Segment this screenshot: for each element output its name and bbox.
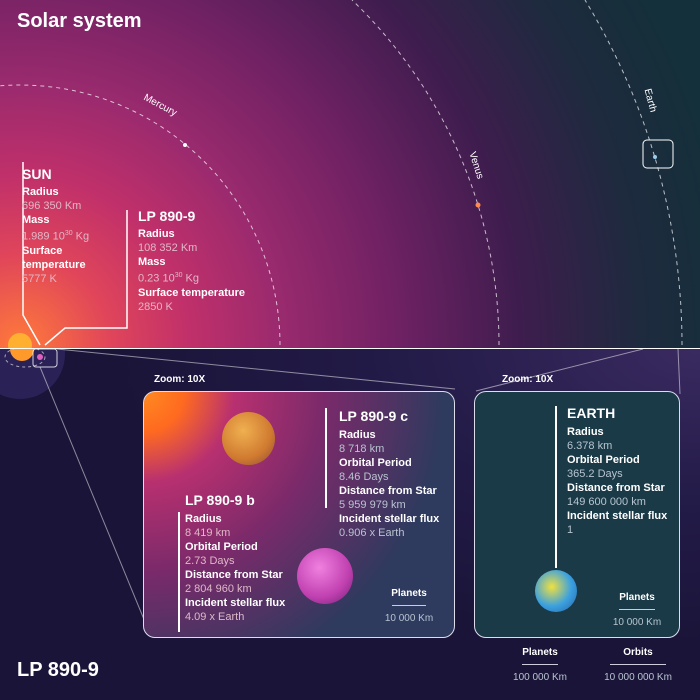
label: Orbital Period <box>339 457 412 469</box>
value: 10 000 Km <box>612 617 662 628</box>
label: Planets <box>619 592 655 603</box>
label: Orbital Period <box>185 541 258 553</box>
pointer-line <box>325 408 327 508</box>
scale-orbits: Orbits 10 000 000 Km <box>598 647 678 685</box>
zoom-guide-line <box>56 349 456 390</box>
venus-planet <box>475 202 481 208</box>
star-zoom-box <box>32 349 58 368</box>
earth-icon <box>535 570 577 612</box>
pointer-line <box>44 210 128 346</box>
scale-right: Planets 10 000 Km <box>609 592 665 630</box>
star-glow <box>0 349 65 399</box>
orbit-lines <box>0 0 683 349</box>
label: Incident stellar flux <box>185 597 286 609</box>
star-orbit <box>4 349 46 368</box>
earth-zoom-box <box>642 139 674 169</box>
planet-c-icon <box>297 548 353 604</box>
scale-bar <box>392 605 426 606</box>
pointer-line <box>555 406 557 568</box>
value: 100 000 Km <box>513 672 567 683</box>
sun-name: SUN <box>22 166 52 182</box>
planet-c-info: LP 890-9 c Radius 8 718 km Orbital Perio… <box>339 408 439 540</box>
mercury-planet <box>183 143 187 147</box>
star-mass: 0.23 1030 Kg <box>138 272 200 285</box>
value: 10 000 Km <box>384 613 434 624</box>
star-name: LP 890-9 <box>138 208 196 224</box>
earth-name: EARTH <box>567 405 616 421</box>
label: temperature <box>22 258 86 271</box>
label: Distance from Star <box>185 569 283 581</box>
value: 5 959 979 km <box>339 499 406 511</box>
value: 10 000 000 Km <box>604 672 672 683</box>
value: 2.73 Days <box>185 555 235 567</box>
planet-b-icon <box>222 412 275 465</box>
earth-orbit <box>584 0 683 346</box>
zoom-guides <box>0 349 681 635</box>
sun-icon <box>8 333 32 349</box>
value: 1 <box>567 524 574 536</box>
sun-info: SUN Radius 696 350 Km Mass 1.989 1030 Kg… <box>22 166 89 286</box>
zoom-guide-line <box>475 349 644 392</box>
page-title: Solar system <box>17 10 142 32</box>
label: Orbits <box>623 647 653 658</box>
value: 8 718 km <box>339 443 385 455</box>
planet-b-name: LP 890-9 b <box>185 492 255 508</box>
label: Radius <box>185 513 222 525</box>
label: Incident stellar flux <box>567 510 668 522</box>
earth-info: EARTH Radius 6.378 km Orbital Period 365… <box>567 405 667 537</box>
zoom-guide-line <box>39 366 151 635</box>
sun-radius: 696 350 Km <box>22 200 82 212</box>
earth-zoom-panel: EARTH Radius 6.378 km Orbital Period 365… <box>474 391 680 638</box>
label: Mass <box>138 256 166 268</box>
scale-bar <box>522 664 558 665</box>
system-title: LP 890-9 <box>17 659 99 681</box>
label: Orbital Period <box>567 454 640 466</box>
solar-system-section: Solar system Mercury Venus Earth SUN Rad… <box>0 0 700 349</box>
pointer-line <box>22 162 41 346</box>
planet-dot <box>37 354 43 360</box>
section-divider <box>0 348 700 349</box>
value: 149 600 000 km <box>567 496 646 508</box>
zoom-guide-line <box>677 349 681 395</box>
value: 4.09 x Earth <box>185 611 245 623</box>
label: Mass <box>22 214 50 226</box>
label: Surface temperature <box>138 286 245 299</box>
planet-c-name: LP 890-9 c <box>339 408 409 424</box>
label: Planets <box>391 588 427 599</box>
sun-mass: 1.989 1030 Kg <box>22 230 90 243</box>
star-radius: 108 352 Km <box>138 242 198 254</box>
label: Distance from Star <box>339 485 437 497</box>
pointer-line <box>178 512 180 632</box>
value: 6.378 km <box>567 440 613 452</box>
label: Radius <box>138 228 175 240</box>
venus-orbit <box>351 0 500 346</box>
scale-bar <box>610 664 666 665</box>
value: 8 419 km <box>185 527 231 539</box>
scale-planets: Planets 100 000 Km <box>510 647 570 685</box>
label: Surface <box>22 244 63 257</box>
zoom-label-right: Zoom: 10X <box>502 374 554 385</box>
sun-temp: 5777 K <box>22 272 57 285</box>
earth-planet <box>653 155 657 159</box>
label: Radius <box>339 429 376 441</box>
value: 0.906 x Earth <box>339 527 405 539</box>
label: Distance from Star <box>567 482 665 494</box>
label: Planets <box>522 647 558 658</box>
label: Radius <box>567 426 604 438</box>
value: 2 804 960 km <box>185 583 252 595</box>
lp-890-9-zoom-panel: LP 890-9 b Radius 8 419 km Orbital Perio… <box>143 391 455 638</box>
zoom-label-left: Zoom: 10X <box>154 374 206 385</box>
planet-b-info: LP 890-9 b Radius 8 419 km Orbital Perio… <box>185 492 285 624</box>
label: Incident stellar flux <box>339 513 440 525</box>
star-temp: 2850 K <box>138 300 173 313</box>
star-info: LP 890-9 Radius 108 352 Km Mass 0.23 103… <box>138 208 245 314</box>
scale-left: Planets 10 000 Km <box>384 588 434 626</box>
star-icon <box>10 349 34 361</box>
scale-bar <box>619 609 655 610</box>
label: Radius <box>22 186 59 198</box>
value: 8.46 Days <box>339 471 389 483</box>
value: 365.2 Days <box>567 468 623 480</box>
